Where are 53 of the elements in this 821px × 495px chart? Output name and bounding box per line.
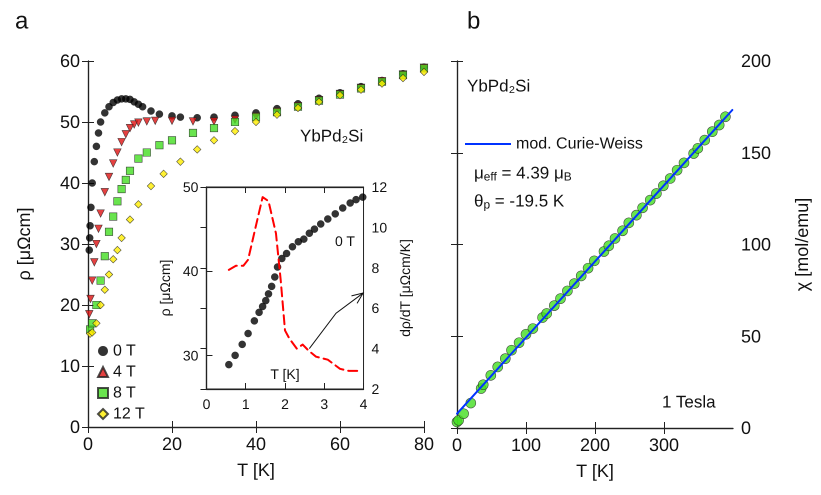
chart-title: b (467, 8, 480, 34)
y-tick-label: 0 (741, 418, 752, 438)
annotation: 1 Tesla (662, 392, 716, 412)
x-tick-label: 300 (648, 435, 680, 455)
x-axis-title: T [K] (576, 461, 614, 481)
annotation: YbPd₂Si (300, 126, 364, 146)
x-tick-label: 0 (82, 434, 94, 454)
y2-tick-label: 4 (372, 340, 380, 357)
legend-label: 8 T (113, 384, 136, 402)
chart-title: a (15, 8, 29, 34)
y2-axis-title: dρ/dT [μΩcm/K] (397, 239, 413, 337)
y-tick-label: 20 (60, 295, 80, 315)
x-tick-label: 20 (162, 434, 182, 454)
x-tick-label: 40 (246, 434, 266, 454)
y-tick-label: 40 (60, 173, 80, 193)
legend-label: 12 T (113, 406, 145, 422)
y-tick-label: 50 (60, 112, 80, 132)
x-axis-title: T [K] (237, 460, 275, 480)
x-tick-label: 2 (281, 396, 290, 412)
y-tick-label: 100 (741, 234, 772, 254)
y-tick-label: 10 (60, 356, 80, 376)
y2-tick-label: 10 (372, 219, 388, 236)
y2-tick-label: 8 (372, 260, 380, 276)
legend-label: 4 T (113, 364, 136, 380)
x-tick-label: 80 (414, 434, 434, 454)
x-tick-label: 200 (580, 435, 610, 455)
legend-label: mod. Curie-Weiss (516, 136, 643, 152)
y-tick-label: 30 (182, 347, 199, 364)
x-tick-label: 60 (330, 434, 350, 454)
y-axis-title: ρ [μΩcm] (157, 260, 173, 316)
y2-tick-label: 2 (372, 381, 380, 397)
y-tick-label: 30 (60, 234, 80, 254)
y2-tick-label: 12 (372, 179, 388, 195)
x-tick-label: 0 (452, 435, 462, 455)
series-label: 0 T (335, 233, 356, 249)
y-tick-label: 50 (741, 326, 762, 346)
annotation: YbPd₂Si (467, 76, 530, 96)
legend-label: 0 T (113, 342, 136, 360)
y-tick-label: 40 (182, 263, 199, 280)
x-tick-label: 4 (360, 396, 368, 412)
y-axis-title: ρ [μΩcm] (14, 207, 34, 281)
x-tick-label: 0 (202, 396, 211, 412)
y-tick-label: 0 (70, 417, 80, 437)
x-tick-label: 100 (510, 435, 542, 455)
y-tick-label: 150 (741, 142, 772, 163)
y2-tick-label: 6 (372, 300, 380, 316)
y-tick-label: 50 (182, 179, 199, 195)
y-axis-title: χ [mol/emu] (792, 198, 812, 292)
x-tick-label: 1 (242, 396, 250, 412)
y-tick-label: 60 (60, 51, 80, 71)
x-axis-title: T [K] (270, 366, 300, 382)
x-tick-label: 3 (320, 396, 328, 412)
y-tick-label: 200 (741, 51, 772, 71)
